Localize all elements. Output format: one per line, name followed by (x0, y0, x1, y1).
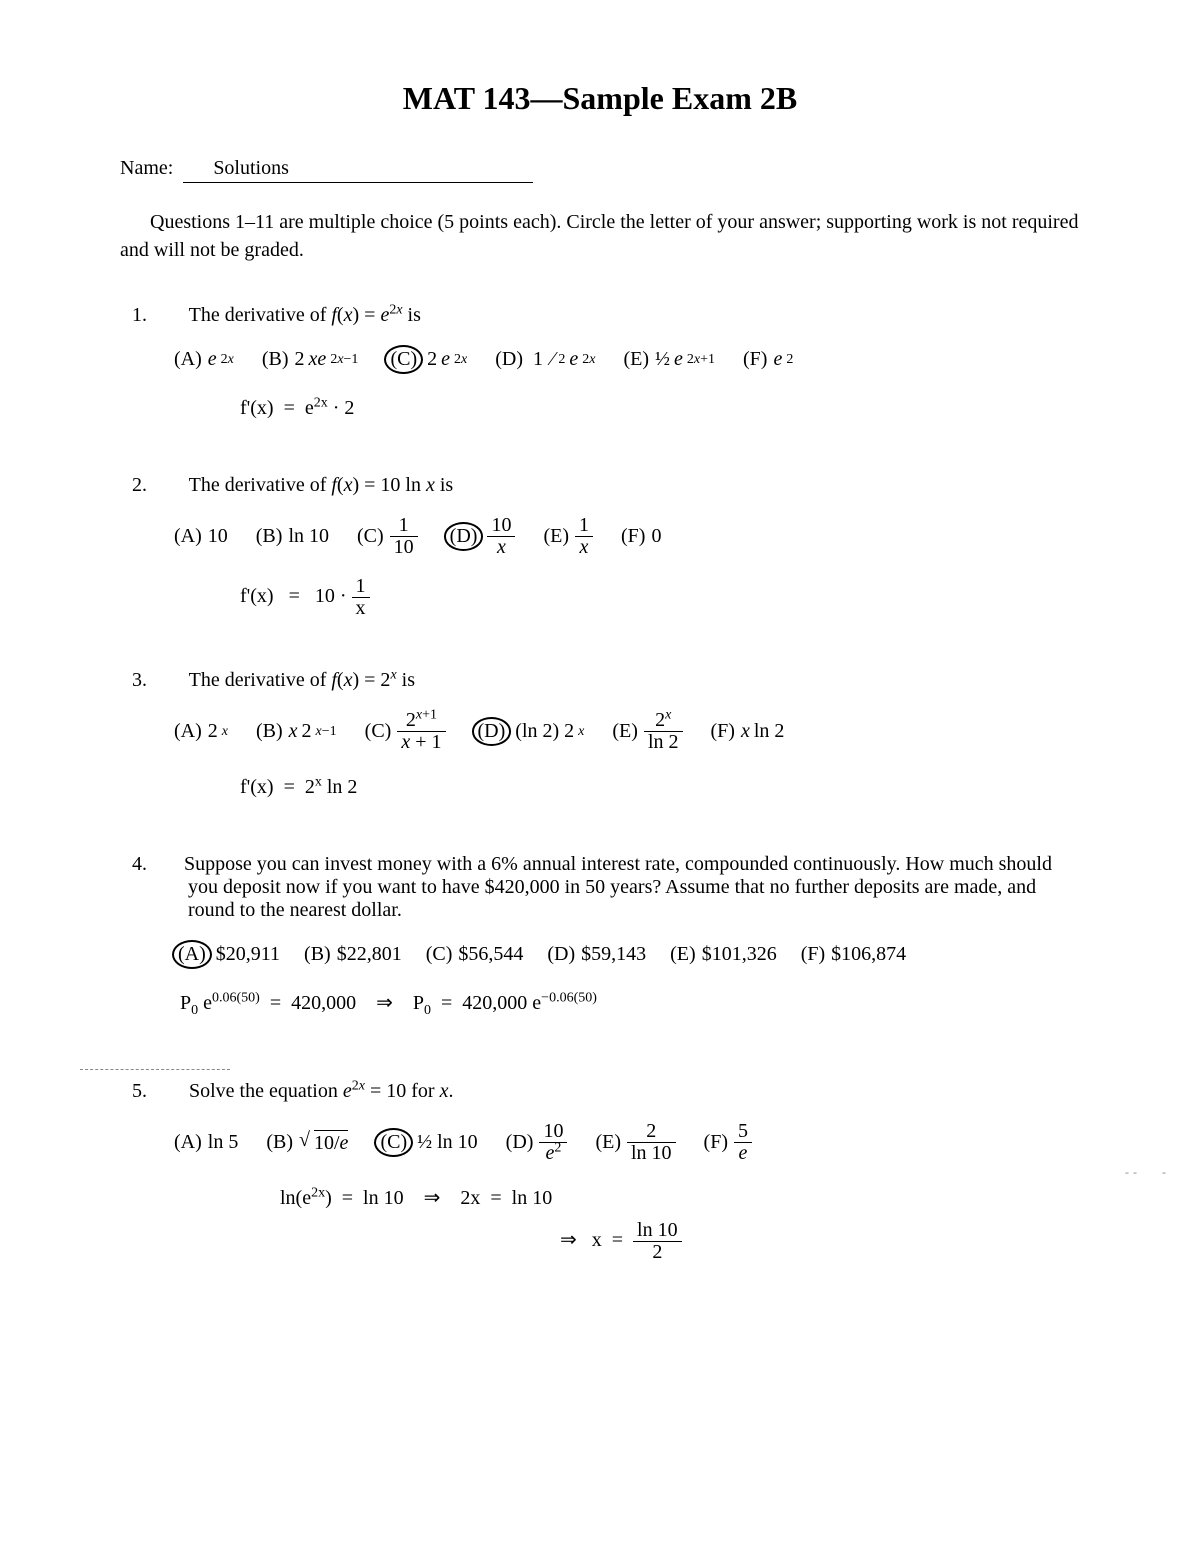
q3-prefix: The derivative of (189, 669, 332, 691)
q3-choice-b: (B) x2x−1 (254, 720, 337, 743)
q2-num: 2. (160, 474, 184, 497)
name-label: Name: (120, 157, 173, 180)
q4-choice-f: (F) $106,874 (799, 943, 906, 966)
q5-choice-b: (B) √10/e (264, 1130, 348, 1155)
q5-choices: (A) ln 5 (B) √10/e (C) ½ ln 10 (D) 10e2 … (160, 1121, 1080, 1164)
q1-prompt: 1. The derivative of f(x) = e2x is (160, 304, 1080, 327)
q5-choice-d: (D) 10e2 (504, 1121, 568, 1164)
question-2: 2. The derivative of f(x) = 10 ln x is (… (120, 474, 1080, 619)
q5-choice-f: (F) 5e (702, 1121, 752, 1164)
q1-choice-b: (B) 2xe2x−1 (260, 348, 359, 371)
q5-prompt: 5. Solve the equation e2x = 10 for x. (160, 1080, 1080, 1103)
q4-prompt: 4.Suppose you can invest money with a 6%… (160, 853, 1080, 922)
q3-choice-c: (C) 2x+1x + 1 (363, 710, 446, 753)
q4-text: Suppose you can invest money with a 6% a… (184, 853, 1052, 921)
question-3: 3. The derivative of f(x) = 2x is (A) 2x… (120, 669, 1080, 803)
exam-page: MAT 143—Sample Exam 2B Name: Solutions Q… (0, 0, 1200, 1373)
q3-choice-d: (D) (ln 2) 2x (472, 717, 585, 746)
q2-choice-f: (F) 0 (619, 525, 661, 548)
q4-work: P0 e0.06(50) = 420,000⇒P0 = 420,000 e−0.… (160, 987, 1080, 1019)
q2-prefix: The derivative of (189, 474, 332, 496)
q2-choice-a: (A) 10 (172, 525, 228, 548)
q2-work: f'(x) = 10 · 1x (160, 576, 1080, 619)
q3-suffix: is (397, 669, 415, 691)
q1-suffix: is (403, 304, 421, 326)
question-5: 5. Solve the equation e2x = 10 for x. (A… (120, 1080, 1080, 1263)
q3-choice-e: (E) 2xln 2 (610, 710, 682, 753)
q4-num: 4. (160, 853, 184, 876)
q1-choices: (A) e2x (B) 2xe2x−1 (C) 2e2x (D) 1⁄2e2x … (160, 345, 1080, 374)
q2-suffix: is (435, 474, 453, 496)
q2-choices: (A) 10 (B) ln 10 (C) 110 (D) 10x (E) 1x … (160, 515, 1080, 558)
q4-choice-a: (A) $20,911 (172, 940, 280, 969)
q5-choice-a: (A) ln 5 (172, 1131, 238, 1154)
q4-choice-c: (C) $56,544 (424, 943, 524, 966)
q4-choices: (A) $20,911 (B) $22,801 (C) $56,544 (D) … (160, 940, 1080, 969)
q3-work: f'(x) = 2x ln 2 (160, 771, 1080, 803)
question-4: 4.Suppose you can invest money with a 6%… (120, 853, 1080, 1019)
margin-marks: -- - (1125, 1165, 1170, 1180)
q5-work: ln(e2x) = ln 10⇒2x = ln 10 ⇒ x = ln 102 (160, 1182, 1080, 1263)
page-divider (80, 1069, 230, 1070)
name-line: Name: Solutions (120, 157, 1080, 183)
q1-num: 1. (160, 304, 184, 327)
q3-choices: (A) 2x (B) x2x−1 (C) 2x+1x + 1 (D) (ln 2… (160, 710, 1080, 753)
q1-choice-a: (A) e2x (172, 348, 234, 371)
q2-prompt: 2. The derivative of f(x) = 10 ln x is (160, 474, 1080, 497)
q2-choice-b: (B) ln 10 (254, 525, 329, 548)
name-value: Solutions (183, 157, 533, 183)
instructions: Questions 1–11 are multiple choice (5 po… (120, 208, 1080, 264)
page-title: MAT 143—Sample Exam 2B (120, 80, 1080, 117)
q1-work: f'(x) = e2x · 2 (160, 392, 1080, 424)
q5-choice-c: (C) ½ ln 10 (374, 1128, 477, 1157)
q3-choice-f: (F) x ln 2 (709, 720, 785, 743)
q1-choice-d: (D) 1⁄2e2x (493, 348, 595, 371)
q1-prefix: The derivative of (189, 304, 332, 326)
q4-choice-d: (D) $59,143 (545, 943, 646, 966)
q3-num: 3. (160, 669, 184, 692)
q3-choice-a: (A) 2x (172, 720, 228, 743)
q2-choice-e: (E) 1x (541, 515, 593, 558)
q5-prefix: Solve the equation (189, 1080, 343, 1102)
q5-num: 5. (160, 1080, 184, 1103)
q3-prompt: 3. The derivative of f(x) = 2x is (160, 669, 1080, 692)
q2-choice-c: (C) 110 (355, 515, 418, 558)
q4-choice-e: (E) $101,326 (668, 943, 777, 966)
q1-choice-f: (F) e2 (741, 348, 793, 371)
question-1: 1. The derivative of f(x) = e2x is (A) e… (120, 304, 1080, 424)
q4-choice-b: (B) $22,801 (302, 943, 402, 966)
q2-choice-d: (D) 10x (444, 515, 516, 558)
q1-choice-c: (C) 2e2x (384, 345, 467, 374)
q5-choice-e: (E) 2ln 10 (593, 1121, 675, 1164)
q1-choice-e: (E) ½e2x+1 (621, 348, 715, 371)
